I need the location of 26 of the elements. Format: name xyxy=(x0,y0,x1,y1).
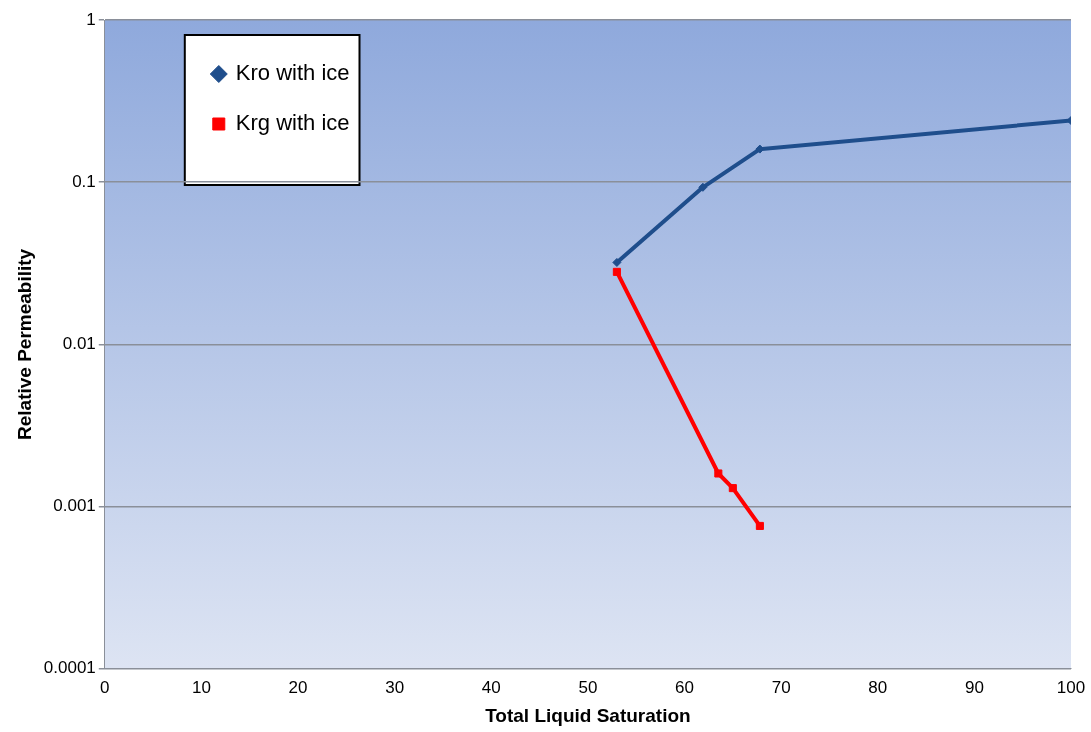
point xyxy=(728,484,737,493)
x-tick-label: 30 xyxy=(385,677,405,697)
x-tick-label: 50 xyxy=(578,677,598,697)
y-axis-title: Relative Permeability xyxy=(13,248,35,440)
x-tick-label: 40 xyxy=(481,677,501,697)
y-tick-label: 0.001 xyxy=(53,496,96,516)
x-tick-label: 80 xyxy=(868,677,888,697)
x-axis-title: Total Liquid Saturation xyxy=(485,704,691,726)
legend-label: Kro with ice xyxy=(235,60,350,86)
point xyxy=(612,257,622,267)
x-tick-label: 10 xyxy=(191,677,211,697)
x-tick-label: 100 xyxy=(1056,677,1086,697)
point xyxy=(612,267,621,276)
x-tick-label: 60 xyxy=(675,677,694,697)
point xyxy=(698,182,708,192)
y-tick-label: 0.01 xyxy=(62,334,96,354)
x-tick-label: 90 xyxy=(964,677,984,697)
x-tick-label: 70 xyxy=(771,677,791,697)
x-tick-label: 0 xyxy=(100,677,110,697)
point xyxy=(755,521,764,530)
y-tick-label: 1 xyxy=(86,9,96,29)
y-tick-label: 0.0001 xyxy=(43,658,96,678)
y-tick-label: 0.1 xyxy=(72,171,96,191)
point xyxy=(714,469,723,478)
legend-label: Krg with ice xyxy=(235,110,350,136)
x-tick-label: 20 xyxy=(288,677,308,697)
